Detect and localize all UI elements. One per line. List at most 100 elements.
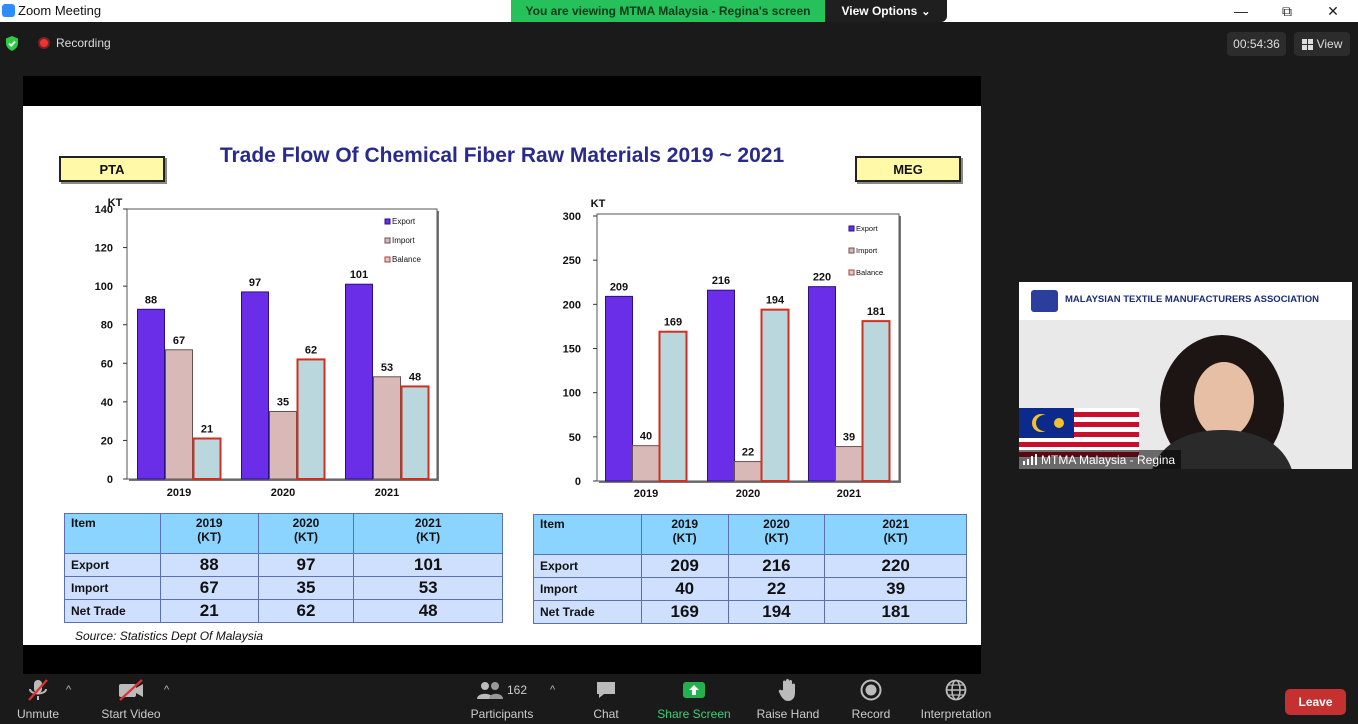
- participants-button[interactable]: 162 Participants: [466, 676, 538, 724]
- presentation-slide: Trade Flow Of Chemical Fiber Raw Materia…: [23, 106, 981, 645]
- minimize-button[interactable]: —: [1234, 3, 1248, 19]
- recording-label[interactable]: Recording: [56, 36, 111, 50]
- row-label: Export: [64, 553, 161, 577]
- x-tick-label: 2020: [736, 488, 760, 500]
- row-label: Import: [64, 576, 161, 600]
- legend-label: Balance: [856, 268, 883, 277]
- row-label: Import: [533, 577, 642, 601]
- bar-import: [269, 411, 297, 480]
- legend-label: Import: [856, 246, 878, 255]
- bar-data-label: 194: [766, 295, 785, 307]
- chat-icon: [597, 682, 615, 698]
- record-icon: [860, 679, 882, 701]
- view-label: View: [1316, 37, 1343, 51]
- bar-balance: [861, 320, 891, 482]
- table-cell: 35: [257, 576, 355, 600]
- table-header-cell: Item: [533, 514, 642, 555]
- table-cell: 169: [640, 600, 729, 624]
- legend-swatch: [848, 247, 855, 254]
- bar-data-label: 62: [305, 344, 317, 356]
- table-header-cell: 2020 (KT): [727, 514, 826, 555]
- table-cell: 194: [727, 600, 826, 624]
- record-button[interactable]: Record: [848, 676, 894, 724]
- audio-options-caret[interactable]: ^: [66, 684, 72, 696]
- table-row: Import 67 35 53: [64, 576, 503, 600]
- view-button[interactable]: View: [1294, 32, 1350, 56]
- bar-import: [632, 445, 660, 482]
- raise-hand-button[interactable]: Raise Hand: [754, 676, 822, 724]
- window-title: Zoom Meeting: [18, 3, 102, 18]
- y-tick-label: 250: [563, 255, 581, 267]
- participant-name: MTMA Malaysia - Regina: [1041, 452, 1176, 467]
- x-tick-label: 2021: [375, 487, 399, 499]
- table-row: Net Trade 169 194 181: [533, 600, 967, 624]
- leave-button[interactable]: Leave: [1285, 689, 1346, 715]
- y-tick-label: 40: [101, 397, 113, 409]
- bar-export: [241, 291, 269, 480]
- legend-label: Import: [392, 236, 415, 245]
- mtma-logo: [1031, 290, 1058, 312]
- bar-data-label: 216: [712, 275, 730, 287]
- source-note: Source: Statistics Dept Of Malaysia: [75, 629, 264, 643]
- bar-data-label: 97: [249, 277, 261, 289]
- view-options-button[interactable]: View Options ⌄: [825, 0, 947, 22]
- view-options-label: View Options: [841, 4, 918, 18]
- pta-tag: PTA: [59, 156, 165, 182]
- share-screen-button[interactable]: Share Screen: [656, 676, 732, 724]
- table-cell: 21: [159, 599, 259, 623]
- table-cell: 216: [727, 554, 826, 578]
- interpretation-button[interactable]: Interpretation: [916, 676, 996, 724]
- table-row: Import 40 22 39: [533, 577, 967, 601]
- bar-data-label: 209: [610, 281, 628, 293]
- bar-import: [165, 349, 193, 480]
- unmute-button[interactable]: Unmute: [12, 676, 64, 724]
- bar-import: [835, 446, 863, 482]
- bar-data-label: 169: [664, 317, 682, 329]
- participant-video[interactable]: MALAYSIAN TEXTILE MANUFACTURERS ASSOCIAT…: [1019, 282, 1352, 469]
- globe-icon: [945, 679, 967, 701]
- video-options-caret[interactable]: ^: [164, 684, 170, 696]
- table-header-row: Item 2019 (KT) 2020 (KT) 2021 (KT): [64, 513, 503, 554]
- meg-trade-table: Item 2019 (KT) 2020 (KT) 2021 (KT) Export 209 216…: [533, 514, 967, 624]
- restore-button[interactable]: ⧉: [1282, 2, 1292, 19]
- bar-data-label: 101: [350, 269, 368, 281]
- table-header-cell: 2021 (KT): [824, 514, 967, 555]
- participants-label: Participants: [470, 707, 534, 721]
- legend-label: Export: [856, 224, 879, 233]
- y-axis-label: KT: [108, 197, 123, 209]
- y-tick-label: 140: [95, 204, 113, 216]
- table-header-cell: Item: [64, 513, 161, 554]
- table-cell: 39: [824, 577, 967, 601]
- bar-data-label: 67: [173, 335, 185, 347]
- table-cell: 88: [159, 553, 259, 577]
- close-button[interactable]: ✕: [1327, 2, 1339, 19]
- y-tick-label: 50: [569, 432, 581, 444]
- table-header-cell: 2021 (KT): [353, 513, 503, 554]
- y-tick-label: 60: [101, 358, 113, 370]
- bar-data-label: 181: [867, 306, 885, 318]
- participants-count: 162: [506, 683, 528, 697]
- x-tick-label: 2020: [271, 487, 295, 499]
- interpretation-label: Interpretation: [920, 707, 992, 721]
- pta-trade-table: Item 2019 (KT) 2020 (KT) 2021 (KT) Export 88 97 10…: [64, 513, 503, 623]
- shield-icon[interactable]: [5, 36, 19, 51]
- bar-data-label: 88: [145, 294, 157, 306]
- chat-button[interactable]: Chat: [588, 676, 624, 724]
- start-video-button[interactable]: Start Video: [96, 676, 166, 724]
- x-tick-label: 2019: [634, 488, 658, 500]
- bar-data-label: 220: [813, 272, 831, 284]
- bar-data-label: 53: [381, 362, 393, 374]
- legend-swatch: [848, 269, 855, 276]
- table-cell: 62: [257, 599, 355, 623]
- table-cell: 48: [353, 599, 503, 623]
- bar-data-label: 48: [409, 371, 421, 383]
- meeting-timer: 00:54:36: [1227, 32, 1286, 56]
- bar-import: [373, 376, 401, 480]
- table-cell: 101: [353, 553, 503, 577]
- slide-title: Trade Flow Of Chemical Fiber Raw Materia…: [219, 144, 785, 167]
- participants-options-caret[interactable]: ^: [550, 684, 556, 696]
- y-tick-label: 100: [563, 388, 581, 400]
- pta-bar-chart: 020406080100120140KT88971016735532162482…: [95, 197, 901, 500]
- participant-name-tag: MTMA Malaysia - Regina: [1019, 450, 1182, 469]
- table-header-cell: 2020 (KT): [257, 513, 355, 554]
